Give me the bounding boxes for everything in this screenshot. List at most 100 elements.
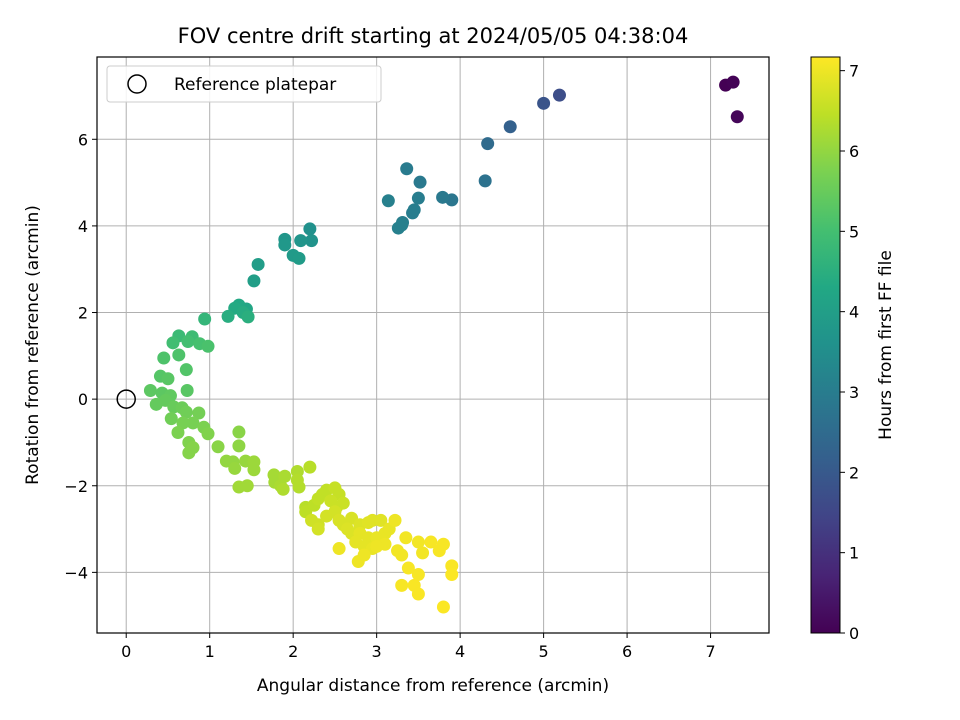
data-point bbox=[311, 522, 325, 536]
data-point bbox=[388, 513, 402, 527]
data-point bbox=[292, 480, 306, 494]
data-point bbox=[241, 310, 255, 324]
data-point bbox=[201, 339, 215, 353]
data-point bbox=[251, 257, 265, 271]
data-point bbox=[381, 194, 395, 208]
data-point bbox=[172, 348, 186, 362]
data-point bbox=[399, 531, 413, 545]
colorbar-tick-label: 2 bbox=[849, 463, 859, 482]
y-tick-label: 6 bbox=[78, 130, 88, 149]
data-point bbox=[374, 513, 388, 527]
data-point bbox=[247, 274, 261, 288]
data-point bbox=[179, 405, 193, 419]
colorbar-tick-label: 1 bbox=[849, 544, 859, 563]
data-point bbox=[211, 440, 225, 454]
y-tick-label: −2 bbox=[64, 477, 88, 496]
data-point bbox=[166, 336, 180, 350]
data-point bbox=[411, 587, 425, 601]
x-tick-label: 7 bbox=[705, 642, 715, 661]
data-point bbox=[247, 463, 261, 477]
data-point bbox=[478, 174, 492, 188]
data-point bbox=[228, 461, 242, 475]
data-point bbox=[232, 480, 246, 494]
data-point bbox=[395, 548, 409, 562]
data-point bbox=[232, 425, 246, 439]
data-point bbox=[181, 335, 195, 349]
y-axis-label: Rotation from reference (arcmin) bbox=[23, 205, 43, 485]
legend: Reference platepar bbox=[106, 65, 382, 103]
x-tick-label: 1 bbox=[205, 642, 215, 661]
data-point bbox=[192, 406, 206, 420]
data-point bbox=[179, 363, 193, 377]
data-point bbox=[278, 469, 292, 483]
data-point bbox=[161, 372, 175, 386]
data-point bbox=[411, 535, 425, 549]
data-point bbox=[411, 191, 425, 205]
data-points bbox=[143, 75, 744, 614]
data-point bbox=[400, 162, 414, 176]
data-point bbox=[413, 175, 427, 189]
x-tick-label: 4 bbox=[455, 642, 465, 661]
data-point bbox=[164, 412, 178, 426]
data-point bbox=[395, 218, 409, 232]
grid-lines bbox=[97, 57, 769, 633]
data-point bbox=[726, 75, 740, 89]
data-point bbox=[201, 427, 215, 441]
x-tick-label: 5 bbox=[539, 642, 549, 661]
data-point bbox=[395, 578, 409, 592]
colorbar-label: Hours from first FF file bbox=[876, 250, 896, 440]
y-tick-label: 2 bbox=[78, 304, 88, 323]
colorbar-tick-label: 0 bbox=[849, 624, 859, 643]
colorbar-tick-label: 5 bbox=[849, 222, 859, 241]
colorbar-tick-label: 3 bbox=[849, 383, 859, 402]
data-point bbox=[481, 137, 495, 151]
data-point bbox=[552, 88, 566, 102]
data-point bbox=[445, 568, 459, 582]
colorbar-tick-label: 7 bbox=[849, 62, 859, 81]
data-point bbox=[232, 439, 246, 453]
data-point bbox=[303, 460, 317, 474]
data-point bbox=[305, 234, 319, 248]
legend-box bbox=[106, 65, 382, 103]
colorbar-tick-label: 4 bbox=[849, 303, 859, 322]
colorbar-gradient bbox=[810, 56, 841, 634]
data-point bbox=[332, 542, 346, 556]
data-point bbox=[176, 416, 190, 430]
data-point bbox=[182, 446, 196, 460]
x-tick-label: 6 bbox=[622, 642, 632, 661]
data-point bbox=[357, 548, 371, 562]
y-tick-label: 0 bbox=[78, 390, 88, 409]
data-point bbox=[424, 535, 438, 549]
data-point bbox=[221, 309, 235, 323]
colorbar-ticks: 0 1 2 3 4 5 6 7 bbox=[840, 62, 859, 643]
data-point bbox=[180, 383, 194, 397]
data-point bbox=[436, 537, 450, 551]
data-point bbox=[198, 312, 212, 326]
data-point bbox=[149, 397, 163, 411]
data-point bbox=[294, 234, 308, 248]
data-point bbox=[401, 561, 415, 575]
chart-title: FOV centre drift starting at 2024/05/05 … bbox=[178, 24, 689, 48]
data-point bbox=[503, 120, 517, 134]
legend-reference-marker bbox=[127, 74, 147, 94]
data-point bbox=[278, 238, 292, 252]
data-point bbox=[370, 539, 384, 553]
x-tick-label: 2 bbox=[288, 642, 298, 661]
x-axis-label: Angular distance from reference (arcmin) bbox=[257, 676, 609, 696]
y-tick-label: −4 bbox=[64, 563, 88, 582]
data-point bbox=[143, 383, 157, 397]
data-point bbox=[407, 203, 421, 217]
data-point bbox=[303, 222, 317, 236]
colorbar: 0 1 2 3 4 5 6 7 Hours from first FF file bbox=[810, 56, 896, 643]
y-axis-ticks: −4 −2 0 2 4 6 bbox=[64, 130, 97, 582]
colorbar-tick-label: 6 bbox=[849, 142, 859, 161]
data-point bbox=[537, 96, 551, 110]
data-point bbox=[336, 496, 350, 510]
data-point bbox=[436, 600, 450, 614]
data-point bbox=[436, 190, 450, 204]
data-point bbox=[730, 110, 744, 124]
data-point bbox=[186, 416, 200, 430]
x-axis-ticks: 0 1 2 3 4 5 6 7 bbox=[121, 633, 716, 661]
data-point bbox=[292, 251, 306, 265]
